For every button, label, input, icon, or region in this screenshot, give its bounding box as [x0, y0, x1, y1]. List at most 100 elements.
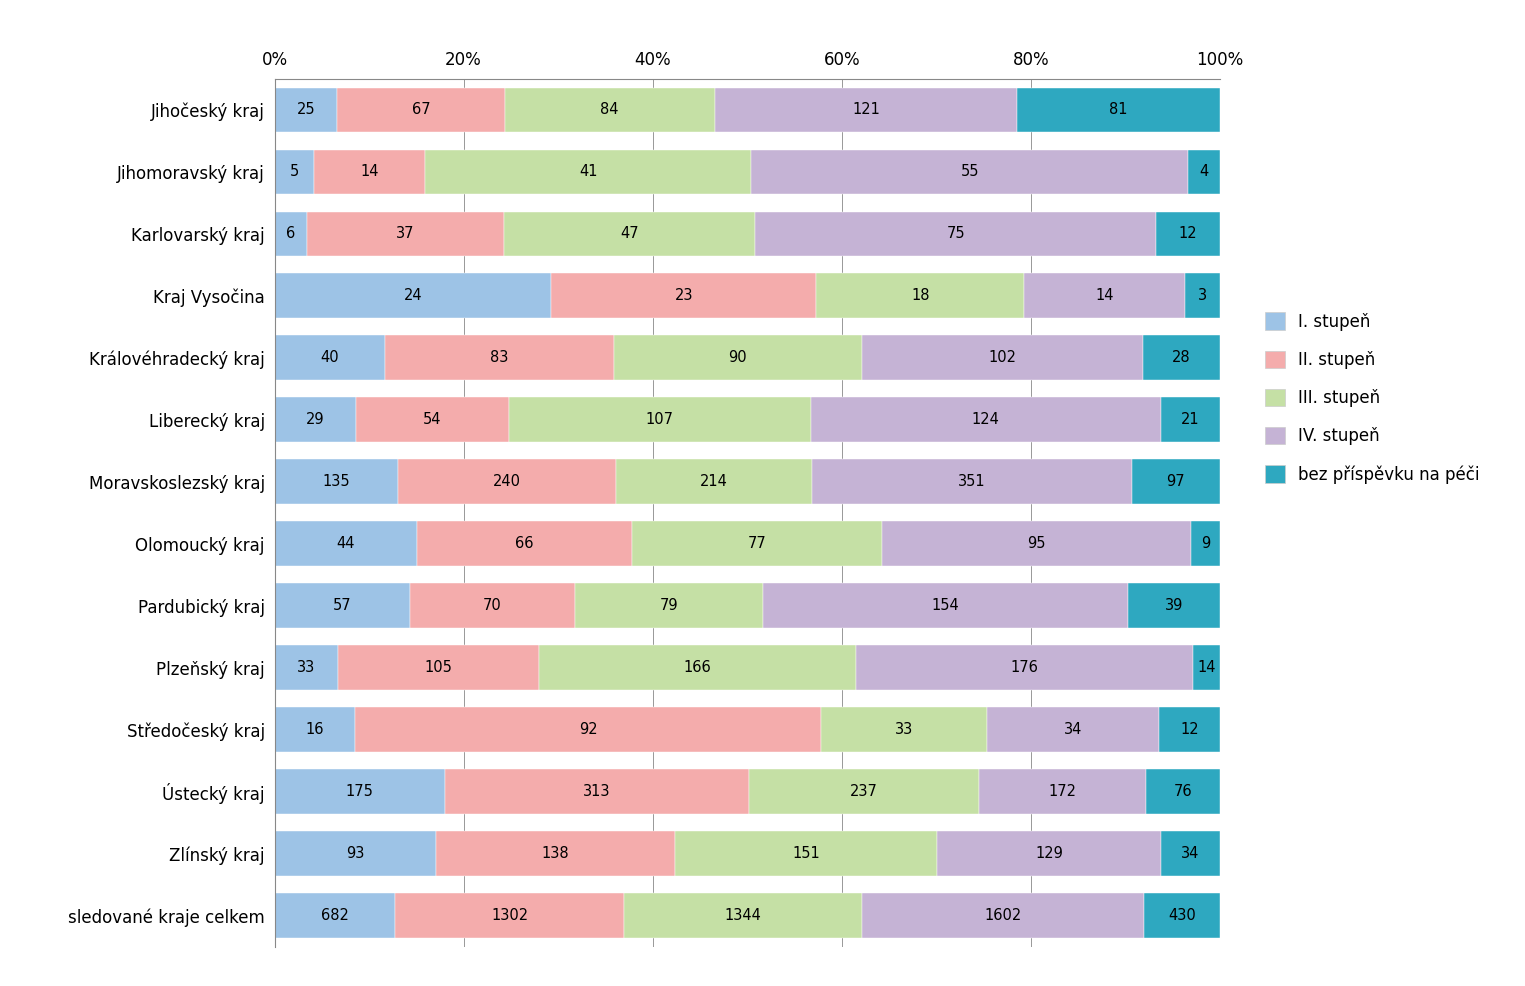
- Text: 16: 16: [305, 722, 325, 738]
- Text: 34: 34: [1064, 722, 1083, 738]
- Text: 240: 240: [493, 474, 522, 489]
- Bar: [857, 646, 1193, 690]
- Bar: [811, 459, 1132, 504]
- Bar: [337, 646, 538, 690]
- Text: 92: 92: [578, 722, 598, 738]
- Bar: [1142, 335, 1220, 380]
- Text: 81: 81: [1110, 103, 1128, 117]
- Text: 313: 313: [583, 784, 610, 799]
- Text: 154: 154: [932, 599, 959, 613]
- Bar: [820, 707, 987, 752]
- Text: 135: 135: [322, 474, 349, 489]
- Bar: [274, 88, 337, 132]
- Bar: [274, 397, 357, 442]
- Text: 37: 37: [396, 227, 415, 242]
- Text: 214: 214: [700, 474, 727, 489]
- Text: 25: 25: [296, 103, 316, 117]
- Bar: [1017, 88, 1220, 132]
- Bar: [274, 335, 384, 380]
- Bar: [274, 212, 307, 256]
- Text: 14: 14: [360, 165, 380, 179]
- Bar: [676, 831, 938, 876]
- Bar: [624, 893, 862, 938]
- Text: 55: 55: [961, 165, 979, 179]
- Text: 18: 18: [910, 288, 929, 304]
- Text: 83: 83: [490, 350, 508, 365]
- Text: 34: 34: [1182, 846, 1200, 861]
- Bar: [1127, 584, 1220, 628]
- Bar: [418, 522, 631, 566]
- Bar: [274, 522, 418, 566]
- Bar: [1144, 893, 1220, 938]
- Bar: [274, 769, 445, 813]
- Bar: [274, 893, 395, 938]
- Bar: [1147, 769, 1220, 813]
- Bar: [575, 584, 762, 628]
- Text: 9: 9: [1200, 536, 1209, 551]
- Text: 39: 39: [1165, 599, 1183, 613]
- Bar: [1132, 459, 1220, 504]
- Text: 97: 97: [1167, 474, 1185, 489]
- Bar: [551, 273, 816, 318]
- Text: 84: 84: [601, 103, 619, 117]
- Bar: [509, 397, 811, 442]
- Bar: [398, 459, 616, 504]
- Bar: [1023, 273, 1185, 318]
- Bar: [1188, 150, 1220, 194]
- Bar: [613, 335, 862, 380]
- Bar: [752, 150, 1188, 194]
- Bar: [384, 335, 613, 380]
- Bar: [755, 212, 1156, 256]
- Text: 44: 44: [337, 536, 355, 551]
- Bar: [395, 893, 624, 938]
- Text: 70: 70: [483, 599, 502, 613]
- Bar: [274, 646, 337, 690]
- Bar: [274, 459, 398, 504]
- Text: 121: 121: [852, 103, 880, 117]
- Text: 90: 90: [729, 350, 747, 365]
- Text: 93: 93: [346, 846, 364, 861]
- Text: 14: 14: [1197, 661, 1215, 675]
- Text: 5: 5: [290, 165, 299, 179]
- Bar: [337, 88, 505, 132]
- Text: 102: 102: [988, 350, 1016, 365]
- Bar: [1191, 522, 1220, 566]
- Text: 6: 6: [285, 227, 296, 242]
- Bar: [811, 397, 1161, 442]
- Text: 23: 23: [674, 288, 692, 304]
- Text: 57: 57: [332, 599, 351, 613]
- Text: 3: 3: [1199, 288, 1208, 304]
- Bar: [631, 522, 881, 566]
- Bar: [938, 831, 1161, 876]
- Bar: [505, 88, 715, 132]
- Bar: [1159, 707, 1220, 752]
- Bar: [425, 150, 752, 194]
- Text: 682: 682: [320, 908, 349, 923]
- Text: 105: 105: [424, 661, 451, 675]
- Text: 40: 40: [320, 350, 339, 365]
- Text: 12: 12: [1179, 227, 1197, 242]
- Text: 28: 28: [1173, 350, 1191, 365]
- Text: 33: 33: [297, 661, 316, 675]
- Bar: [274, 273, 551, 318]
- Text: 1302: 1302: [491, 908, 528, 923]
- Text: 430: 430: [1168, 908, 1196, 923]
- Bar: [314, 150, 425, 194]
- Text: 67: 67: [412, 103, 430, 117]
- Text: 172: 172: [1049, 784, 1077, 799]
- Text: 54: 54: [424, 412, 442, 427]
- Text: 129: 129: [1035, 846, 1063, 861]
- Text: 1602: 1602: [984, 908, 1022, 923]
- Text: 95: 95: [1028, 536, 1046, 551]
- Bar: [274, 150, 314, 194]
- Text: 76: 76: [1174, 784, 1193, 799]
- Text: 124: 124: [971, 412, 1000, 427]
- Bar: [357, 397, 509, 442]
- Bar: [862, 893, 1144, 938]
- Text: 351: 351: [958, 474, 985, 489]
- Text: 107: 107: [645, 412, 674, 427]
- Text: 79: 79: [660, 599, 679, 613]
- Text: 14: 14: [1095, 288, 1113, 304]
- Bar: [1161, 397, 1220, 442]
- Bar: [862, 335, 1142, 380]
